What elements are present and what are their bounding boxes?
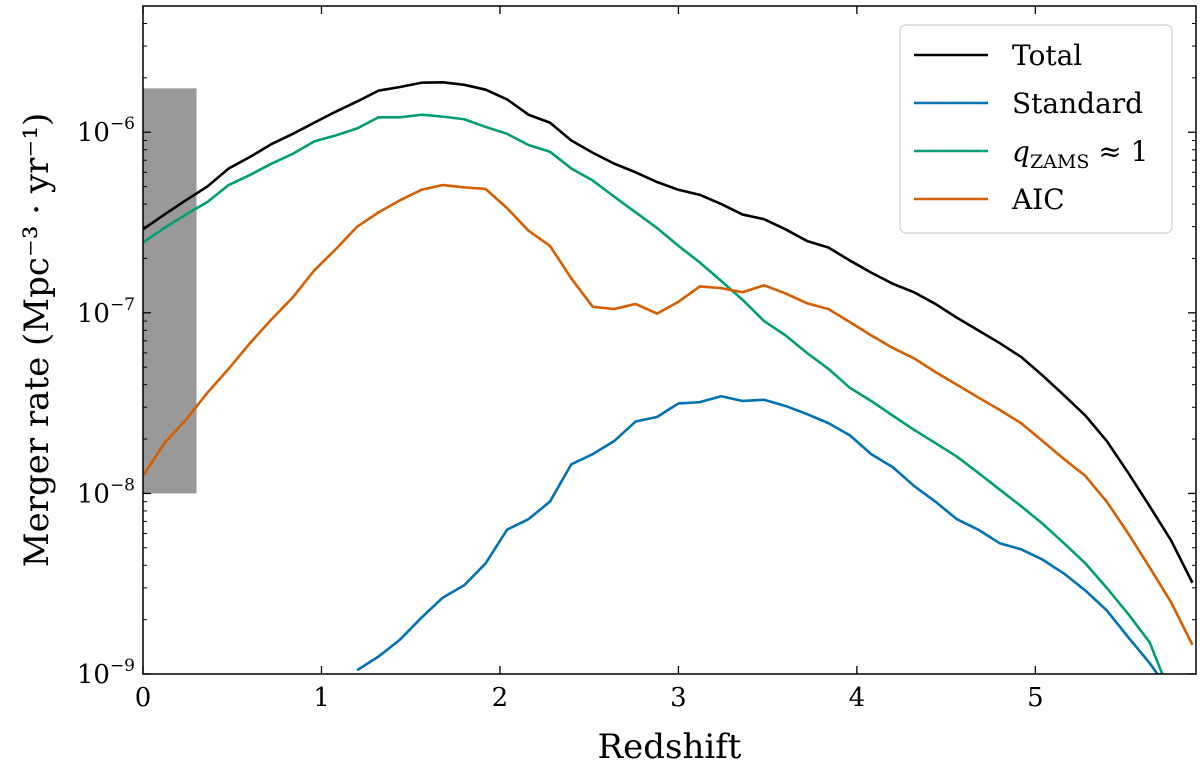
plot-frame <box>142 5 1197 675</box>
legend-label: AIC <box>1011 183 1065 216</box>
series-line-0 <box>143 81 1194 584</box>
legend-label: Total <box>1012 39 1082 72</box>
shaded-region-layer <box>143 88 197 494</box>
legend: Total Standard qZAMS ≈ 1 AIC <box>899 24 1173 234</box>
y-tick-label: 10−8 <box>77 475 135 509</box>
legend-box <box>899 24 1173 234</box>
x-tick-label: 2 <box>492 683 509 713</box>
y-axis-title: Merger rate (Mpc⁻³ · yr⁻¹) <box>17 113 57 567</box>
series-line-3 <box>143 183 1194 646</box>
tick-layer: 0 1 2 3 4 5 10−9 10−8 10−7 10−6 <box>77 6 1196 713</box>
x-tick-label: 0 <box>135 683 152 713</box>
x-tick-label: 3 <box>670 683 687 713</box>
series-layer <box>143 81 1194 674</box>
x-tick-label: 5 <box>1027 683 1044 713</box>
series-line-2 <box>143 113 1164 674</box>
legend-label: qZAMS ≈ 1 <box>1012 135 1148 173</box>
x-tick-label: 1 <box>313 683 330 713</box>
observed-rate-band <box>143 88 197 494</box>
series-line-1 <box>356 394 1160 674</box>
x-tick-label: 4 <box>849 683 866 713</box>
y-tick-label: 10−9 <box>77 656 135 690</box>
x-axis-title: Redshift <box>598 727 742 766</box>
legend-label: Standard <box>1012 87 1143 120</box>
y-tick-label: 10−7 <box>77 295 135 329</box>
y-tick-label: 10−6 <box>77 114 135 148</box>
